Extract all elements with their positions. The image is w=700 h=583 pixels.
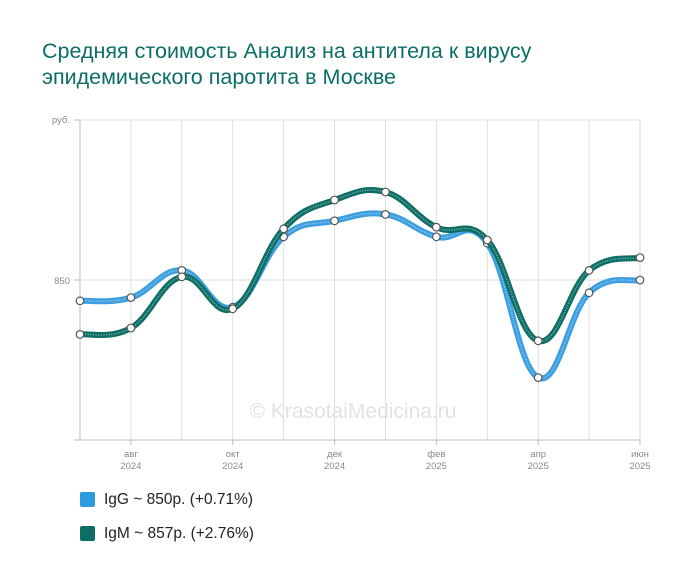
data-point-igm[interactable] <box>75 330 85 339</box>
y-unit-label: руб. <box>52 115 70 126</box>
x-tick-label-year: 2025 <box>629 461 650 472</box>
series-igm <box>75 186 645 346</box>
x-tick-label-month: фев <box>427 449 445 460</box>
watermark: © KrasotaiMedicina.ru <box>250 400 457 423</box>
x-tick-label-month: дек <box>327 449 343 460</box>
x-tick-label-year: 2025 <box>426 461 447 472</box>
data-point-igm[interactable] <box>381 187 390 197</box>
x-tick-label-year: 2024 <box>120 461 141 472</box>
data-point-igg[interactable] <box>635 275 645 285</box>
chart-title: Средняя стоимость Анализ на антитела к в… <box>42 39 532 89</box>
x-tick-label-year: 2024 <box>222 461 243 472</box>
legend-swatch-igg <box>80 492 95 507</box>
data-point-igg[interactable] <box>533 373 543 383</box>
x-tick-label-month: июн <box>631 449 649 460</box>
legend-label-igm: IgM ~ 857р. (+2.76%) <box>104 525 254 542</box>
x-tick-label-year: 2025 <box>528 461 549 472</box>
legend-label-igg: IgG ~ 850р. (+0.71%) <box>104 491 254 508</box>
data-point-igm[interactable] <box>635 253 645 263</box>
series-line-texture-igg <box>79 212 641 380</box>
data-point-igm[interactable] <box>228 304 238 314</box>
chart-axes <box>74 119 641 445</box>
y-tick-label: 850 <box>54 276 70 287</box>
data-point-igm[interactable] <box>330 195 339 205</box>
axis-labels: руб.850авг2024окт2024дек2024фев2025апр20… <box>52 115 651 472</box>
data-point-igm[interactable] <box>584 266 594 275</box>
x-tick-label-year: 2024 <box>324 461 345 472</box>
legend-swatch-igm <box>80 526 95 541</box>
series-line-igg <box>77 210 643 382</box>
data-point-igg[interactable] <box>381 209 390 219</box>
data-point-igg[interactable] <box>126 293 136 303</box>
data-point-igm[interactable] <box>482 235 492 245</box>
chart-grid <box>80 119 641 440</box>
x-tick-label-month: окт <box>226 449 241 460</box>
data-point-igg[interactable] <box>431 232 441 242</box>
x-tick-label-month: авг <box>124 449 138 460</box>
data-point-igm[interactable] <box>177 272 187 282</box>
data-point-igm[interactable] <box>533 336 543 346</box>
data-point-igm[interactable] <box>279 224 289 234</box>
chart-series <box>75 186 645 383</box>
data-point-igm[interactable] <box>431 222 441 232</box>
data-point-igm[interactable] <box>126 323 136 333</box>
x-tick-label-month: апр <box>530 449 546 460</box>
data-point-igg[interactable] <box>330 216 339 226</box>
data-point-igg[interactable] <box>75 296 85 306</box>
data-point-igg[interactable] <box>584 288 594 298</box>
